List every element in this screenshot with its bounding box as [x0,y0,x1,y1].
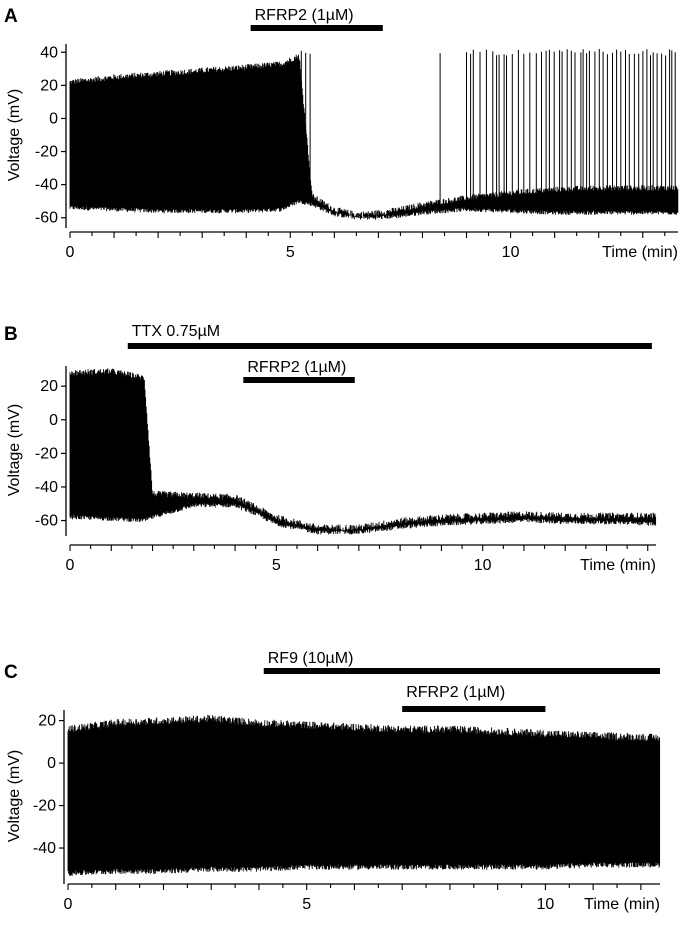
panel-label: C [4,662,18,683]
x-tick-label: 10 [537,896,555,913]
y-axis-label: Voltage (mV) [6,89,23,181]
panel-c: C RF9 (10µM) RFRP2 (1µM) -40 -20 0 20 Voltage (… [4,650,661,913]
application-bar [263,668,660,674]
action-potential-spikes [300,49,676,213]
y-tick-label: -60 [35,513,58,530]
application-bar [250,25,383,31]
y-tick-label: -40 [35,479,58,496]
application-bar [243,377,355,383]
panel-a: A RFRP2 (1µM) -60 -40 -20 0 20 40 Voltage (mV) 0 5… [4,6,679,261]
x-tick-label: 5 [286,244,295,261]
y-tick-label: 0 [49,110,58,127]
x-axis-label: Time (min) [584,896,660,913]
y-tick-label: 40 [40,44,58,61]
application-bar [402,706,546,712]
y-tick-label: -40 [33,840,56,857]
y-tick-label: -20 [35,144,58,161]
panel-b: B TTX 0.75µM RFRP2 (1µM) -60 -40 -20 0 20 Voltag… [4,323,657,574]
voltage-trace [69,54,679,220]
y-tick-label: 20 [38,713,56,730]
x-tick-label: 10 [502,244,520,261]
y-tick-label: 20 [40,378,58,395]
x-tick-label: 0 [64,896,73,913]
x-tick-label: 10 [474,557,492,574]
y-tick-label: 0 [47,755,56,772]
y-tick-label: -20 [35,445,58,462]
y-axis-label: Voltage (mV) [6,404,23,496]
application-bar-label: RFRP2 (1µM) [255,7,354,24]
y-tick-label: 0 [49,412,58,429]
panel-label: A [4,6,18,27]
y-tick-label: -60 [35,210,58,227]
x-tick-label: 0 [66,557,75,574]
x-axis-label: Time (min) [580,557,656,574]
panel-label: B [4,324,18,345]
application-bar-label: RF9 (10µM) [268,650,354,667]
voltage-trace [67,714,661,876]
x-axis-label: Time (min) [602,244,678,261]
application-bar [127,343,652,349]
voltage-trace [69,368,657,535]
application-bar-label: TTX 0.75µM [132,323,220,340]
x-tick-label: 5 [302,896,311,913]
y-axis-label: Voltage (mV) [6,750,23,842]
application-bar-label: RFRP2 (1µM) [406,684,505,701]
x-tick-label: 5 [272,557,281,574]
y-tick-label: -20 [33,798,56,815]
application-bar-label: RFRP2 (1µM) [247,359,346,376]
y-tick-label: -40 [35,177,58,194]
x-tick-label: 0 [66,244,75,261]
y-tick-label: 20 [40,77,58,94]
